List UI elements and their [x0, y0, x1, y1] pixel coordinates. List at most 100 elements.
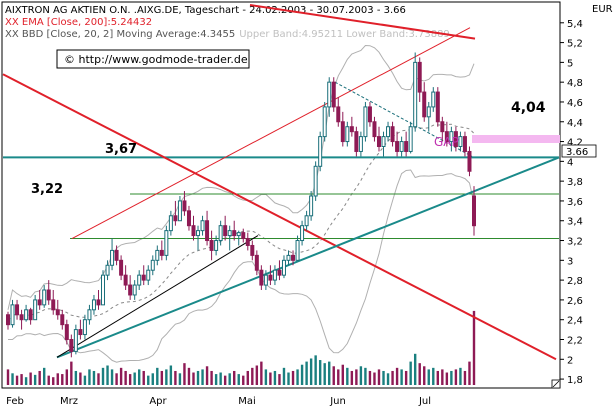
- volume-bar: [228, 373, 231, 385]
- volume-bar: [296, 369, 299, 385]
- last-price-badge: [561, 144, 597, 158]
- candle-body: [272, 269, 277, 281]
- y-tick-label: 4,2: [567, 138, 583, 149]
- candle-body: [155, 249, 160, 261]
- volume-bar: [287, 372, 290, 385]
- volume-bar: [70, 361, 73, 385]
- black-uptrend-line: [56, 235, 259, 358]
- volume-bar: [38, 370, 41, 385]
- candle-body: [340, 121, 345, 143]
- volume-bar: [251, 367, 254, 385]
- volume-bar: [133, 372, 136, 385]
- x-month-label: Mai: [238, 396, 256, 407]
- y-tick-label: 3,2: [567, 237, 583, 248]
- volume-bar: [373, 372, 376, 385]
- candle-body: [227, 230, 232, 237]
- candle-body: [318, 136, 323, 167]
- volume-bar: [463, 370, 467, 385]
- volume-bar: [309, 358, 313, 385]
- volume-bar: [418, 363, 421, 385]
- candle-body: [349, 126, 354, 133]
- candle-body: [114, 249, 119, 261]
- volume-bar: [214, 374, 218, 385]
- candle-body: [55, 309, 60, 316]
- x-month-label: Apr: [149, 396, 167, 407]
- volume-bar: [187, 367, 191, 385]
- resize-handle-glyph: [552, 380, 560, 388]
- volume-bar: [423, 366, 426, 385]
- candle-body: [46, 289, 51, 301]
- candle-body: [168, 215, 173, 232]
- volume-bar: [47, 375, 50, 385]
- candle-body: [218, 225, 223, 242]
- header-bbd-bands: Upper Band:4.95211 Lower Band:3.73889: [239, 29, 450, 40]
- candle-body: [268, 274, 273, 281]
- y-tick-label: 2: [567, 355, 573, 366]
- candle-body: [60, 314, 65, 326]
- ema-200-line: [249, 3, 476, 40]
- volume-bar: [332, 366, 335, 385]
- candle-body: [119, 259, 124, 276]
- x-month-label: Jun: [329, 396, 346, 407]
- volume-bar: [432, 367, 435, 385]
- candle-body: [345, 126, 350, 143]
- candle-body: [254, 254, 259, 271]
- candle-body: [386, 126, 391, 138]
- volume-bar: [441, 369, 444, 385]
- candle-body: [42, 289, 47, 306]
- volume-bar: [178, 373, 182, 385]
- volume-bar: [56, 373, 59, 385]
- y-tick-label: 2,8: [567, 276, 583, 287]
- volume-bar: [413, 353, 417, 385]
- volume-bar: [364, 367, 367, 385]
- volume-bar: [15, 375, 19, 385]
- candle-body: [87, 309, 92, 321]
- volume-bar: [29, 372, 32, 385]
- candle-body: [91, 299, 96, 311]
- candle-body: [159, 249, 164, 256]
- volume-bar: [450, 370, 453, 385]
- volume-bar: [92, 370, 96, 385]
- volume-bar: [88, 369, 91, 385]
- candle-body: [277, 269, 282, 276]
- y-tick-label: 3,4: [567, 217, 583, 228]
- volume-bar: [174, 370, 177, 385]
- candle-body: [132, 284, 137, 296]
- y-tick-label: 4: [567, 157, 573, 168]
- bollinger-moving-average: [7, 123, 475, 325]
- y-tick-label: 4,4: [567, 118, 583, 129]
- candle-body: [295, 240, 300, 261]
- candle-body: [191, 225, 196, 237]
- candle-body: [137, 274, 142, 286]
- volume-bar: [205, 366, 209, 385]
- volume-bar: [33, 374, 37, 385]
- volume-bar: [459, 367, 462, 385]
- volume-bar: [219, 372, 222, 385]
- volume-bar: [409, 361, 412, 385]
- header-ema: XX EMA [Close, 200]:5.24432: [5, 17, 152, 28]
- copyright-link[interactable]: © http://www.godmode-trader.de: [64, 53, 248, 66]
- candle-body: [304, 215, 309, 227]
- candle-body: [404, 141, 409, 152]
- candle-body: [354, 131, 359, 152]
- volume-bar: [115, 373, 118, 385]
- candle-body: [372, 121, 377, 138]
- volume-bar: [20, 374, 23, 385]
- volume-bar: [282, 367, 286, 385]
- volume-bar: [278, 374, 281, 385]
- y-tick-label: 3: [567, 256, 573, 267]
- volume-bar: [192, 372, 195, 385]
- volume-bar: [337, 369, 340, 385]
- candle-body: [245, 238, 250, 246]
- volume-bar: [427, 369, 430, 385]
- x-axis: Feb Mrz Apr Mai Jun Jul: [6, 396, 431, 407]
- bollinger-bands: [7, 44, 475, 363]
- volume-bar: [233, 370, 236, 385]
- volume-bar: [400, 369, 403, 385]
- volume-bar: [79, 372, 82, 385]
- y-tick-label: 1,8: [567, 375, 583, 386]
- gap-zone: [472, 135, 560, 143]
- volume-bar: [83, 375, 87, 385]
- volume-bar: [147, 375, 150, 385]
- candle-body: [422, 91, 427, 118]
